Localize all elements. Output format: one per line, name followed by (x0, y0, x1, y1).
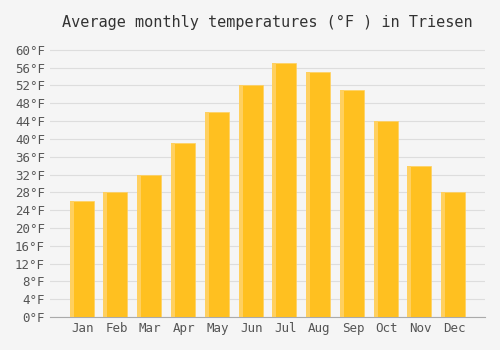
Bar (72, 201, 94, 317)
Bar (272, 63, 276, 317)
Bar (205, 112, 208, 317)
Bar (444, 193, 465, 317)
Bar (139, 175, 161, 317)
Bar (106, 193, 128, 317)
Bar (374, 121, 378, 317)
Bar (240, 85, 262, 317)
Bar (408, 166, 412, 317)
Bar (442, 193, 445, 317)
Bar (104, 193, 108, 317)
Bar (137, 175, 141, 317)
Bar (410, 166, 432, 317)
Bar (238, 85, 242, 317)
Bar (207, 112, 229, 317)
Bar (171, 144, 175, 317)
Bar (173, 144, 195, 317)
Bar (308, 72, 330, 317)
Bar (376, 121, 398, 317)
Bar (342, 90, 364, 317)
Bar (306, 72, 310, 317)
Bar (274, 63, 296, 317)
Bar (70, 201, 73, 317)
Bar (340, 90, 344, 317)
Title: Average monthly temperatures (°F ) in Triesen: Average monthly temperatures (°F ) in Tr… (62, 15, 472, 30)
